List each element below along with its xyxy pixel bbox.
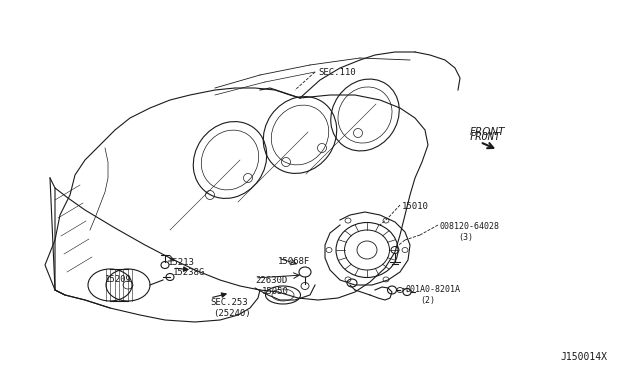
Text: (3): (3): [458, 233, 473, 242]
Text: SEC.253: SEC.253: [210, 298, 248, 307]
Text: 15238G: 15238G: [173, 268, 205, 277]
Text: 15010: 15010: [402, 202, 429, 211]
Text: SEC.110: SEC.110: [318, 68, 356, 77]
Text: FRONT: FRONT: [470, 132, 501, 142]
Text: 15050: 15050: [262, 287, 289, 296]
Text: 001A0-8201A: 001A0-8201A: [405, 285, 460, 294]
Text: 15213: 15213: [168, 258, 195, 267]
Text: 15068F: 15068F: [278, 257, 310, 266]
Text: (2): (2): [420, 296, 435, 305]
Text: (25240): (25240): [213, 309, 251, 318]
Text: FRONT: FRONT: [470, 127, 506, 137]
Text: J150014X: J150014X: [560, 352, 607, 362]
Text: 15209: 15209: [105, 275, 132, 284]
Text: 008120-64028: 008120-64028: [440, 222, 500, 231]
Text: 22630D: 22630D: [255, 276, 287, 285]
